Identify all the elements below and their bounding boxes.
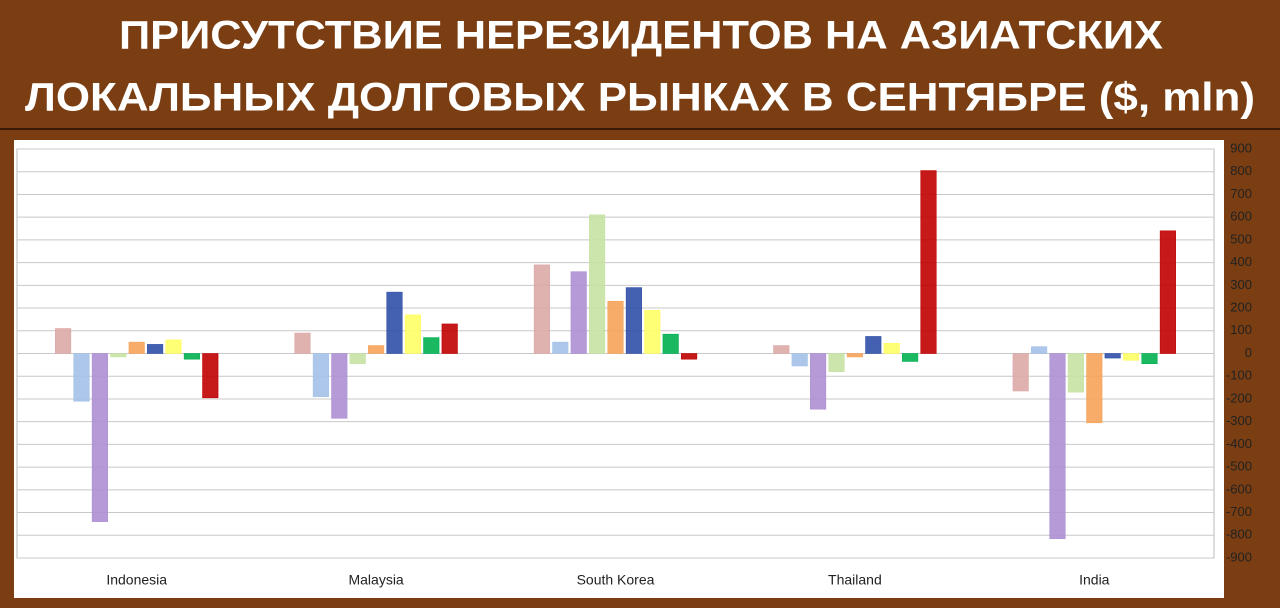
y-tick-label: 100 [1230,322,1252,337]
bar [1086,353,1103,424]
bar [183,353,200,360]
bar [1067,353,1084,393]
y-tick-label: -100 [1226,368,1252,383]
bar [828,353,845,372]
x-tick-label: Malaysia [348,572,403,588]
bar [1049,353,1066,539]
bar [55,328,72,354]
x-tick-label: Indonesia [106,572,167,588]
y-tick-label: -300 [1226,413,1252,428]
bar [920,170,937,354]
bar [165,339,182,354]
x-tick-label: India [1079,572,1110,588]
y-tick-label: -500 [1226,459,1252,474]
bar [404,314,421,354]
bar [607,300,624,354]
y-tick-label: -600 [1226,481,1252,496]
y-tick-label: 900 [1230,140,1252,155]
bar [202,353,219,399]
bar [791,353,808,367]
plot-panel [14,140,1224,598]
bar [441,323,458,354]
bar [533,264,550,354]
y-tick-label: 300 [1230,277,1252,292]
x-tick-label: Thailand [828,572,882,588]
bar [552,341,569,354]
bar [349,353,366,365]
bar [294,332,311,354]
bar [883,342,900,354]
y-tick-label: 800 [1230,163,1252,178]
y-tick-label: -900 [1226,549,1252,564]
bar [644,310,661,354]
chart-title: ПРИСУТСТВИЕ НЕРЕЗИДЕНТОВ НА АЗИАТСКИХ [119,14,1163,58]
bar [1012,353,1029,392]
bar [902,353,919,362]
bar [662,333,679,354]
bar [423,337,440,354]
chart-title: ЛОКАЛЬНЫХ ДОЛГОВЫХ РЫНКАХ В СЕНТЯБРЕ ($,… [25,76,1255,120]
bar [386,291,403,354]
bar [312,353,329,397]
y-tick-label: 400 [1230,254,1252,269]
y-tick-label: -800 [1226,527,1252,542]
bar [1141,353,1158,365]
bar [625,287,642,354]
x-tick-label: South Korea [577,572,655,588]
bar [846,353,863,358]
bar [368,345,385,354]
y-tick-label: -700 [1226,504,1252,519]
y-tick-label: 600 [1230,209,1252,224]
bar [589,214,606,354]
bar [1031,346,1048,354]
y-tick-label: 0 [1245,345,1252,360]
bar [1123,353,1140,361]
y-tick-label: 500 [1230,231,1252,246]
y-tick-label: 700 [1230,186,1252,201]
bar [110,353,127,358]
y-tick-label: 200 [1230,299,1252,314]
divider [0,128,1280,130]
y-tick-label: -400 [1226,436,1252,451]
bar [865,336,882,354]
bar [73,353,90,402]
bar [147,344,164,354]
bar [570,271,587,354]
bar [773,345,790,354]
bar [1104,353,1121,359]
y-tick-label: -200 [1226,390,1252,405]
bar [681,353,698,360]
bar [810,353,827,410]
bar [331,353,348,419]
bar [1159,230,1176,354]
bar [91,353,108,522]
bar [128,341,145,354]
